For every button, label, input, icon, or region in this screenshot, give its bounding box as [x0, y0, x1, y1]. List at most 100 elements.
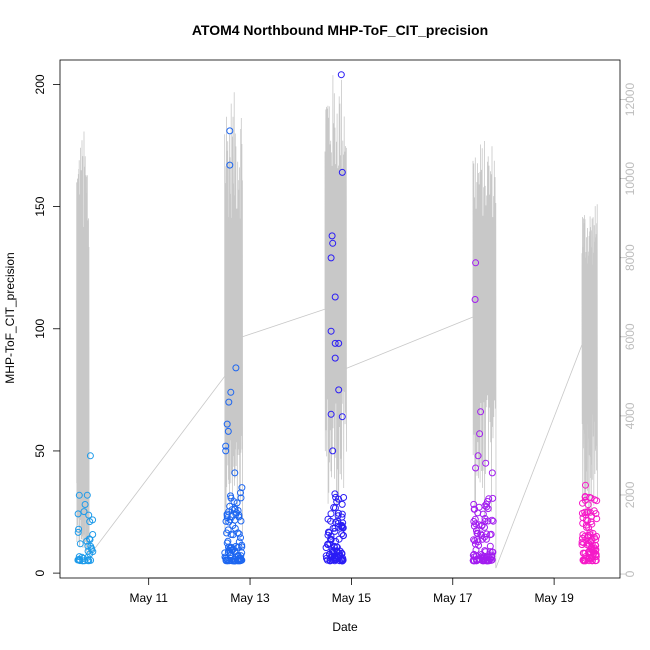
data-point — [581, 556, 589, 564]
secondary-series-connector — [242, 308, 326, 338]
data-point — [579, 499, 586, 507]
data-point — [329, 239, 337, 247]
data-point — [227, 551, 235, 559]
data-point — [74, 556, 82, 564]
data-point — [223, 529, 231, 537]
y-axis-label: MHP-ToF_CIT_precision — [3, 252, 17, 383]
data-point — [329, 447, 337, 455]
data-point — [487, 530, 495, 538]
data-point — [227, 492, 234, 500]
data-point — [87, 556, 95, 564]
data-point — [81, 501, 89, 508]
data-point — [84, 557, 92, 565]
data-point — [332, 537, 340, 545]
data-point — [587, 544, 595, 552]
data-point — [235, 511, 243, 519]
data-point — [331, 504, 339, 512]
data-point — [338, 413, 346, 421]
data-point — [328, 547, 336, 554]
data-point — [226, 127, 234, 135]
data-point — [84, 542, 92, 550]
data-point — [324, 541, 332, 549]
data-point — [472, 259, 480, 267]
data-point — [83, 491, 91, 499]
data-point — [483, 503, 491, 511]
y2-tick-label: 10000 — [623, 162, 637, 196]
data-point — [229, 531, 237, 539]
data-point — [489, 494, 497, 502]
data-point — [470, 536, 478, 544]
data-point — [583, 541, 591, 549]
data-point — [589, 553, 597, 561]
data-point — [489, 517, 497, 525]
data-point — [471, 540, 479, 548]
y-tick-label: 100 — [33, 318, 47, 338]
data-point — [476, 430, 484, 438]
chart-title: ATOM4 Northbound MHP-ToF_CIT_precision — [192, 22, 488, 38]
data-point — [328, 553, 336, 561]
data-point — [224, 427, 232, 435]
data-point — [237, 494, 245, 502]
data-point — [327, 327, 335, 335]
data-point — [580, 539, 588, 547]
data-point — [234, 557, 242, 565]
data-point — [232, 364, 240, 372]
data-point — [582, 516, 590, 524]
data-point — [75, 491, 83, 499]
data-point — [474, 452, 482, 460]
data-point — [488, 556, 496, 564]
y2-tick-label: 0 — [623, 570, 637, 577]
data-point — [226, 161, 234, 169]
data-point — [485, 557, 493, 565]
data-point — [470, 518, 478, 525]
data-point — [482, 535, 490, 543]
y-tick-label: 200 — [33, 74, 47, 94]
data-point — [471, 296, 479, 303]
data-point — [74, 510, 82, 518]
data-point — [76, 540, 84, 548]
data-point — [478, 521, 486, 529]
data-point — [483, 498, 491, 505]
data-point — [591, 557, 599, 565]
secondary-series-segment — [472, 140, 497, 569]
data-point — [591, 496, 599, 504]
plot-frame — [59, 59, 621, 579]
data-point — [481, 553, 489, 561]
data-point — [237, 489, 244, 497]
data-point — [75, 525, 83, 533]
data-point — [473, 527, 480, 535]
data-point — [477, 408, 485, 416]
data-point — [481, 533, 488, 541]
data-point — [84, 547, 92, 555]
data-point — [86, 518, 94, 526]
data-point — [233, 509, 240, 517]
data-point — [469, 557, 477, 565]
data-point — [224, 537, 232, 545]
data-point — [221, 549, 229, 557]
data-point — [583, 523, 590, 531]
data-point — [75, 553, 83, 561]
data-point — [582, 481, 589, 489]
data-point — [331, 354, 339, 362]
data-point — [80, 508, 88, 516]
data-point — [86, 452, 94, 460]
x-tick-label: May 11 — [129, 591, 168, 605]
data-point — [474, 509, 482, 517]
data-point — [235, 556, 243, 564]
data-point — [592, 546, 600, 554]
secondary-series-segment — [324, 75, 347, 521]
data-point — [333, 498, 341, 506]
data-point — [222, 517, 230, 525]
data-point — [227, 388, 235, 396]
data-point — [232, 542, 240, 550]
x-tick-label: May 13 — [230, 591, 270, 605]
data-point — [324, 515, 332, 523]
data-point — [237, 534, 244, 542]
data-point — [234, 552, 242, 560]
y2-tick-label: 6000 — [623, 323, 637, 350]
data-point — [340, 532, 347, 539]
secondary-series-segment — [581, 204, 598, 524]
data-point — [584, 533, 591, 541]
data-point — [338, 500, 346, 508]
data-point — [474, 530, 482, 538]
